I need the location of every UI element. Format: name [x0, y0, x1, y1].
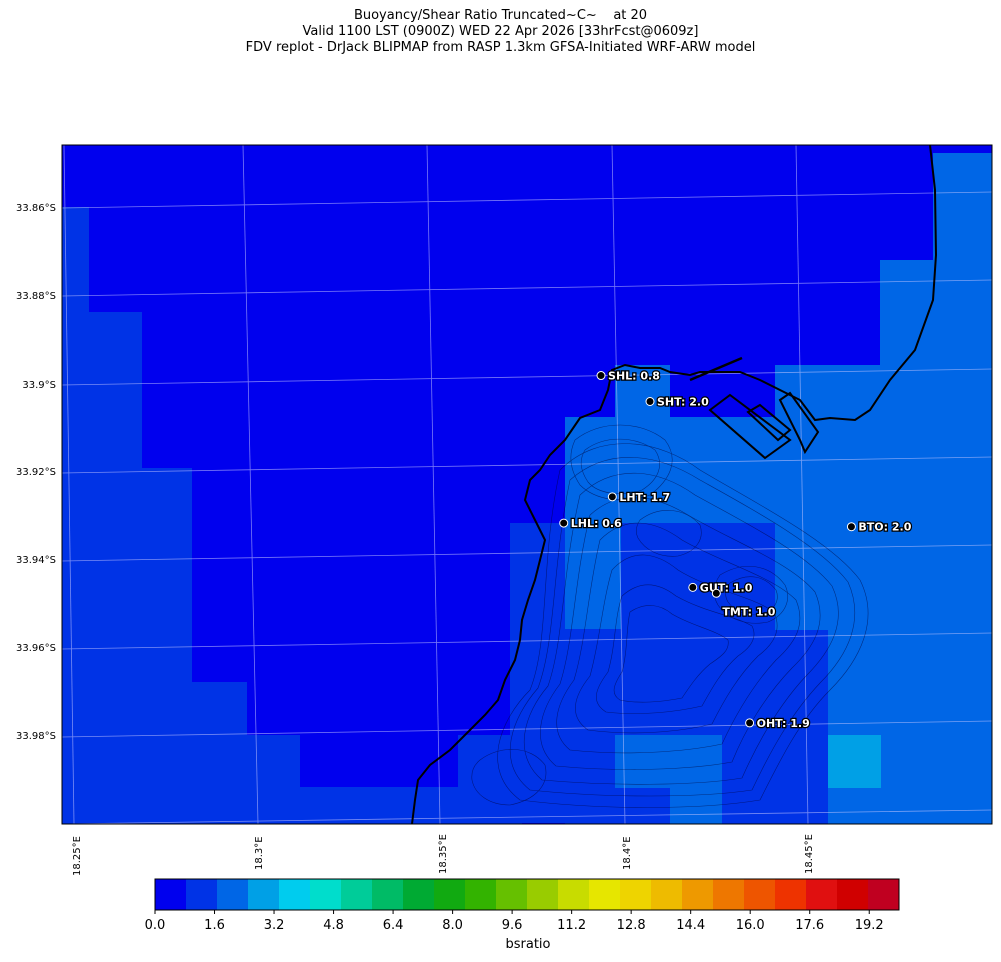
- lat-label-33-86: 33.86°S: [16, 203, 56, 214]
- lat-label-33-92: 33.92°S: [16, 467, 56, 478]
- colorbar-segment: [775, 879, 807, 910]
- colorbar-segment: [868, 879, 900, 910]
- colorbar-tick-label: 12.8: [617, 918, 646, 933]
- station-label-shl: SHL: 0.8: [608, 370, 660, 383]
- colorbar-segment: [465, 879, 497, 910]
- colorbar-tick-label: 8.0: [442, 918, 463, 933]
- stations-layer: SHL: 0.8 SHT: 2.0 LHT: 1.7 LHL: 0.6 BTO: 2.0…: [559, 368, 913, 731]
- colorbar-segment: [310, 879, 342, 910]
- graticule: [62, 145, 992, 824]
- lon-axis: 18.25°E 18.3°E 18.35°E 18.4°E 18.45°E: [72, 834, 815, 876]
- lat-label-33-98: 33.98°S: [16, 731, 56, 742]
- station-marker-tmt[interactable]: [711, 588, 721, 598]
- harbour-dock-2: [746, 403, 792, 442]
- colorbar-label: bsratio: [506, 937, 551, 952]
- station-label-bto: BTO: 2.0: [858, 521, 911, 534]
- colorbar-segment: [589, 879, 621, 910]
- station-label-lhl: LHL: 0.6: [571, 517, 622, 530]
- chart-title-line2: Valid 1100 LST (0900Z) WED 22 Apr 2026 […: [302, 24, 699, 39]
- colorbar-tick-label: 6.4: [383, 918, 404, 933]
- colorbar-segment: [403, 879, 435, 910]
- chart-title-line1: Buoyancy/Shear Ratio Truncated~C~ at 20: [353, 8, 648, 23]
- colorbar-segment: [434, 879, 466, 910]
- station-label-lht: LHT: 1.7: [619, 491, 670, 504]
- station-label-tmt: TMT: 1.0: [722, 605, 775, 618]
- colorbar-tick-label: 14.4: [676, 918, 705, 933]
- colorbar-segment: [682, 879, 714, 910]
- harbour-breakwater: [689, 356, 743, 382]
- station-marker-oht[interactable]: [745, 718, 755, 728]
- field-cyan-patch: [828, 735, 881, 788]
- colorbar-segment: [217, 879, 249, 910]
- colorbar-segment: [279, 879, 311, 910]
- colorbar-segment: [155, 879, 187, 910]
- colorbar-segment: [651, 879, 683, 910]
- colorbar-tick-label: 11.2: [557, 918, 586, 933]
- colorbar-segment: [186, 879, 218, 910]
- colorbar-tick-label: 16.0: [736, 918, 765, 933]
- colorbar-segment: [558, 879, 590, 910]
- colorbar-tick-label: 9.6: [502, 918, 523, 933]
- colorbar-segment: [248, 879, 280, 910]
- station-marker-lhl[interactable]: [559, 518, 569, 528]
- station-marker-lht[interactable]: [607, 492, 617, 502]
- colorbar-segment: [713, 879, 745, 910]
- colorbar-segment: [527, 879, 559, 910]
- lat-label-33-88: 33.88°S: [16, 291, 56, 302]
- colorbar-segment: [806, 879, 838, 910]
- colorbar-segment: [744, 879, 776, 910]
- colorbar: 0.0 1.6 3.2 4.8 6.4 8.0 9.6 11.2 12.8 14.4 16.0 17.…: [145, 878, 900, 933]
- coastline: [411, 145, 938, 824]
- colorbar-segment: [837, 879, 869, 910]
- lon-label-18-35: 18.35°E: [438, 834, 449, 874]
- map-frame: [61, 144, 993, 825]
- colorbar-frame: [154, 878, 900, 911]
- colorbar-tick-label: 17.6: [795, 918, 824, 933]
- station-marker-gut[interactable]: [688, 582, 698, 592]
- station-marker-bto[interactable]: [846, 522, 856, 532]
- lon-label-18-30: 18.3°E: [254, 836, 265, 870]
- lat-axis: 33.86°S 33.88°S 33.9°S 33.92°S 33.94°S 3…: [16, 203, 56, 742]
- lon-label-18-40: 18.4°E: [622, 836, 633, 870]
- lon-label-18-25: 18.25°E: [72, 836, 83, 876]
- colorbar-segment: [341, 879, 373, 910]
- harbour-dock-3: [778, 391, 820, 455]
- colorbar-segment: [496, 879, 528, 910]
- colorbar-tick-label: 0.0: [145, 918, 166, 933]
- station-label-sht: SHT: 2.0: [657, 396, 709, 409]
- station-marker-shl[interactable]: [596, 371, 606, 381]
- lon-label-18-45: 18.45°E: [804, 834, 815, 874]
- harbour-dock-1: [708, 393, 792, 460]
- station-label-gut: GUT: 1.0: [700, 581, 753, 594]
- bsratio-field: [62, 145, 992, 824]
- colorbar-tick-label: 19.2: [855, 918, 884, 933]
- station-label-oht: OHT: 1.9: [757, 717, 810, 730]
- colorbar-tick-label: 1.6: [204, 918, 225, 933]
- lat-label-33-96: 33.96°S: [16, 643, 56, 654]
- colorbar-tick-label: 3.2: [264, 918, 285, 933]
- lat-label-33-90: 33.9°S: [22, 380, 56, 391]
- colorbar-segment: [620, 879, 652, 910]
- colorbar-tick-label: 4.8: [323, 918, 344, 933]
- colorbar-segment: [372, 879, 404, 910]
- lat-label-33-94: 33.94°S: [16, 555, 56, 566]
- station-marker-sht[interactable]: [645, 397, 655, 406]
- chart-title-line3: FDV replot - DrJack BLIPMAP from RASP 1.…: [245, 40, 756, 55]
- field-light-region: [565, 153, 992, 824]
